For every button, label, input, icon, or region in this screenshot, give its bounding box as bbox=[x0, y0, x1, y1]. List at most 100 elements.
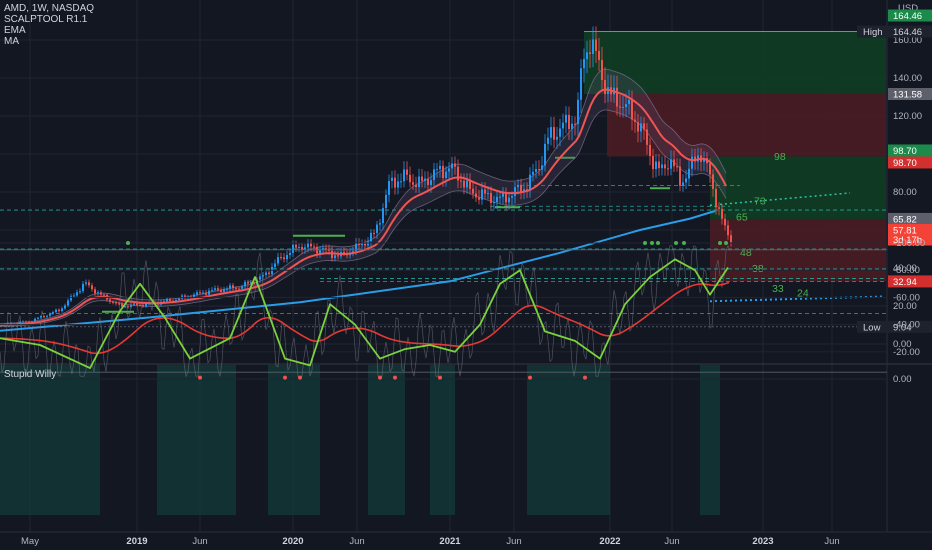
candle-body bbox=[274, 263, 276, 267]
candle-body bbox=[601, 59, 603, 81]
candle-body bbox=[445, 171, 447, 179]
candle-body bbox=[322, 248, 324, 250]
candle-body bbox=[562, 122, 564, 129]
candle-body bbox=[400, 181, 402, 183]
candle-body bbox=[544, 143, 546, 166]
projection-73 bbox=[709, 192, 851, 207]
candle-body bbox=[580, 68, 582, 100]
candle-body bbox=[667, 168, 669, 170]
candle-body bbox=[547, 137, 549, 144]
candle-body bbox=[685, 178, 687, 183]
candle-body bbox=[688, 168, 690, 179]
candle-body bbox=[388, 180, 390, 195]
axis-tag: 57.81 bbox=[893, 226, 917, 237]
candle-body bbox=[370, 232, 372, 242]
osc-bottom-marker bbox=[674, 241, 678, 245]
candle-body bbox=[568, 114, 570, 130]
candle-body bbox=[622, 107, 624, 109]
candle-body bbox=[97, 292, 99, 294]
candle-body bbox=[58, 309, 60, 312]
candle-body bbox=[664, 164, 666, 169]
candle-body bbox=[37, 317, 39, 319]
candle-body bbox=[268, 272, 270, 275]
price-tick: 40.00 bbox=[893, 263, 917, 274]
candle-body bbox=[643, 123, 645, 130]
candle-body bbox=[652, 155, 654, 170]
osc-bottom-marker bbox=[650, 241, 654, 245]
candle-body bbox=[490, 193, 492, 203]
candle-body bbox=[418, 176, 420, 188]
candle-body bbox=[517, 184, 519, 188]
candle-body bbox=[676, 166, 678, 168]
candle-body bbox=[565, 114, 567, 123]
axis-tag: 98.70 bbox=[893, 158, 917, 169]
candle-body bbox=[439, 165, 441, 170]
candle-body bbox=[208, 290, 210, 295]
candle-body bbox=[361, 243, 363, 245]
candle-body bbox=[313, 246, 315, 248]
oscillator-axis[interactable]: 0.00-20.00-40.00-60.00-80.00-100.00 bbox=[893, 238, 925, 385]
candle-body bbox=[109, 299, 111, 302]
candle-body bbox=[571, 123, 573, 130]
level-label-24: 24 bbox=[797, 288, 809, 300]
candle-body bbox=[145, 303, 147, 307]
osc-top-marker bbox=[198, 375, 202, 380]
candle-body bbox=[481, 189, 483, 200]
symbol-title[interactable]: AMD, 1W, NASDAQ bbox=[4, 3, 95, 14]
indicator-scalptool[interactable]: SCALPTOOL R1.1 bbox=[4, 14, 88, 25]
candle-body bbox=[202, 292, 204, 294]
osc-bottom-marker bbox=[724, 241, 728, 245]
osc-top-marker bbox=[298, 375, 302, 380]
time-tick: Jun bbox=[824, 536, 839, 547]
candle-body bbox=[184, 295, 186, 298]
osc-top-marker bbox=[393, 375, 397, 380]
candle-body bbox=[94, 289, 96, 294]
time-axis[interactable]: May 2019 Jun 2020 Jun 2021 Jun 2022 Jun 2023 Jun bbox=[21, 536, 840, 547]
candle-body bbox=[625, 104, 627, 108]
level-label-48: 48 bbox=[740, 247, 752, 259]
candle-body bbox=[616, 87, 618, 107]
axis-tag-bg bbox=[888, 87, 932, 100]
candle-body bbox=[574, 123, 576, 125]
time-tick: Jun bbox=[506, 536, 521, 547]
osc-tick: -40.00 bbox=[893, 320, 920, 331]
oscillator-shade bbox=[157, 365, 236, 515]
candle-body bbox=[427, 178, 429, 185]
candle-body bbox=[223, 289, 225, 292]
indicator-ma[interactable]: MA bbox=[4, 36, 19, 47]
candle-body bbox=[301, 246, 303, 250]
oscillator-title[interactable]: Stupid Willy bbox=[4, 369, 57, 380]
candle-body bbox=[463, 180, 465, 188]
candle-body bbox=[46, 315, 48, 317]
candle-body bbox=[205, 292, 207, 295]
candle-body bbox=[679, 166, 681, 186]
candle-body bbox=[235, 288, 237, 290]
candle-body bbox=[127, 306, 129, 308]
candle-body bbox=[310, 242, 312, 247]
candle-body bbox=[52, 312, 54, 314]
price-axis[interactable]: 160.00140.00120.00100.0080.0060.0040.002… bbox=[857, 3, 932, 350]
candle-body bbox=[451, 163, 453, 169]
time-tick: 2023 bbox=[752, 536, 773, 547]
axis-tag-bg bbox=[888, 320, 932, 333]
oscillator-shade bbox=[700, 365, 720, 515]
candle-body bbox=[655, 161, 657, 170]
candle-body bbox=[214, 288, 216, 290]
candle-body bbox=[337, 255, 339, 257]
candle-body bbox=[304, 247, 306, 250]
candle-body bbox=[595, 39, 597, 52]
indicator-ema[interactable]: EMA bbox=[4, 25, 26, 36]
candle-body bbox=[112, 301, 114, 303]
candle-body bbox=[364, 243, 366, 246]
price-tick: 20.00 bbox=[893, 301, 917, 312]
candle-body bbox=[196, 292, 198, 295]
candle-body bbox=[532, 171, 534, 175]
candle-body bbox=[343, 251, 345, 254]
time-tick: May bbox=[21, 536, 39, 547]
candle-body bbox=[193, 294, 195, 298]
candle-body bbox=[472, 188, 474, 194]
candle-body bbox=[115, 302, 117, 304]
axis-tag: 164.46 bbox=[893, 27, 922, 38]
